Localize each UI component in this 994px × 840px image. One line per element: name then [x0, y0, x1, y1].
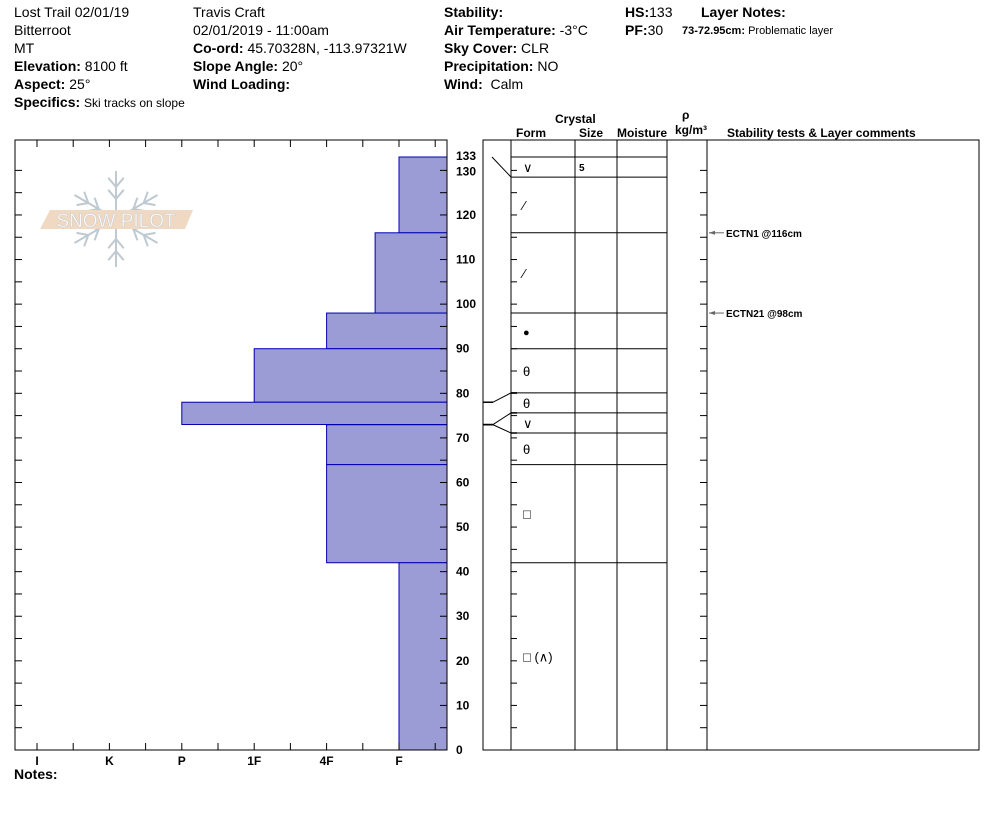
pf: PF:30 [625, 22, 664, 38]
depth-label: 30 [456, 609, 470, 623]
layer-connector [492, 392, 512, 403]
depth-label: 60 [456, 475, 470, 489]
hardness-bar-4f [326, 424, 448, 466]
header-crystal: Crystal [555, 112, 596, 126]
grain-form-symbol: ⁄ [520, 198, 527, 213]
coordinates: Co-ord: 45.70328N, -113.97321W [193, 40, 407, 56]
notes-label: Notes: [14, 766, 58, 782]
depth-label: 110 [456, 253, 476, 267]
depth-label: 70 [456, 431, 470, 445]
hardness-bar-4f [326, 464, 448, 564]
hardness-bar-4f [326, 312, 448, 350]
grain-form-symbol: ⁄ [520, 266, 527, 281]
wind-loading: Wind Loading: [193, 76, 291, 92]
slope-angle: Slope Angle: 20° [193, 58, 304, 74]
svg-text:SNOW PILOT: SNOW PILOT [56, 211, 176, 232]
layer-connector [491, 156, 512, 178]
header-rho: ρ [682, 108, 690, 122]
precipitation: Precipitation: NO [444, 58, 559, 74]
depth-label: 133 [456, 149, 476, 163]
depth-label: 0 [456, 743, 463, 757]
depth-label: 130 [456, 164, 476, 178]
range: Bitterroot [14, 22, 71, 38]
grain-form-symbol: ● [523, 327, 530, 339]
depth-label: 50 [456, 520, 470, 534]
grain-size: 5 [579, 163, 585, 174]
header-form: Form [516, 126, 546, 140]
header-density: kg/m³ [675, 123, 708, 137]
hs: HS:133 [625, 4, 673, 20]
grain-form-symbol: θ [523, 396, 530, 411]
header-moisture: Moisture [617, 126, 668, 140]
elevation: Elevation: 8100 ft [14, 58, 128, 74]
hardness-bar-p [181, 401, 448, 426]
hardness-label-f: F [395, 754, 402, 768]
stability: Stability: [444, 4, 504, 20]
hardness-bar-1f [253, 348, 448, 403]
hardness-graph-frame [14, 139, 448, 751]
depth-label: 100 [456, 297, 476, 311]
hardness-label-p: P [178, 754, 186, 768]
depth-label: 120 [456, 208, 476, 222]
snowpilot-logo: SNOW PILOT [40, 171, 193, 267]
air-temperature: Air Temperature: -3°C [444, 22, 588, 38]
grain-form-symbol: ∨ [523, 160, 533, 175]
grain-form-symbol: □ [523, 507, 531, 522]
state: MT [14, 40, 35, 56]
depth-label: 10 [456, 698, 470, 712]
layer-notes-label: Layer Notes: [701, 4, 786, 20]
hardness-label-4f: 4F [320, 754, 334, 768]
depth-label: 80 [456, 386, 470, 400]
grain-form-symbol: θ [523, 364, 530, 379]
depth-label: 90 [456, 342, 470, 356]
grain-form-symbol: θ [523, 442, 530, 457]
header-comments: Stability tests & Layer comments [727, 126, 916, 140]
grain-form-symbol: ∨ [523, 416, 533, 431]
layer-table-frame [482, 139, 980, 751]
wind: Wind: Calm [444, 76, 524, 92]
layer-connector [492, 424, 512, 434]
hardness-bar-f [398, 562, 448, 751]
layer-note: 73-72.95cm: Problematic layer [682, 25, 834, 37]
observer: Travis Craft [193, 4, 265, 20]
hardness-label-i: I [35, 754, 38, 768]
aspect: Aspect: 25° [14, 76, 91, 92]
layer-connector [492, 412, 512, 425]
depth-label: 40 [456, 565, 470, 579]
stability-test: ECTN1 @116cm [726, 229, 802, 240]
sky-cover: Sky Cover: CLR [444, 40, 550, 56]
hardness-bar-f [398, 156, 448, 234]
location: Lost Trail 02/01/19 [14, 4, 130, 20]
stability-test: ECTN21 @98cm [726, 309, 803, 320]
depth-label: 20 [456, 654, 470, 668]
grain-form-symbol: □ (∧) [523, 649, 553, 664]
hardness-label-1f: 1F [247, 754, 261, 768]
datetime: 02/01/2019 - 11:00am [193, 22, 329, 38]
specifics: Specifics: Ski tracks on slope [14, 94, 185, 110]
header-size: Size [579, 126, 604, 140]
hardness-bar-f+ [374, 232, 448, 314]
hardness-label-k: K [105, 754, 114, 768]
